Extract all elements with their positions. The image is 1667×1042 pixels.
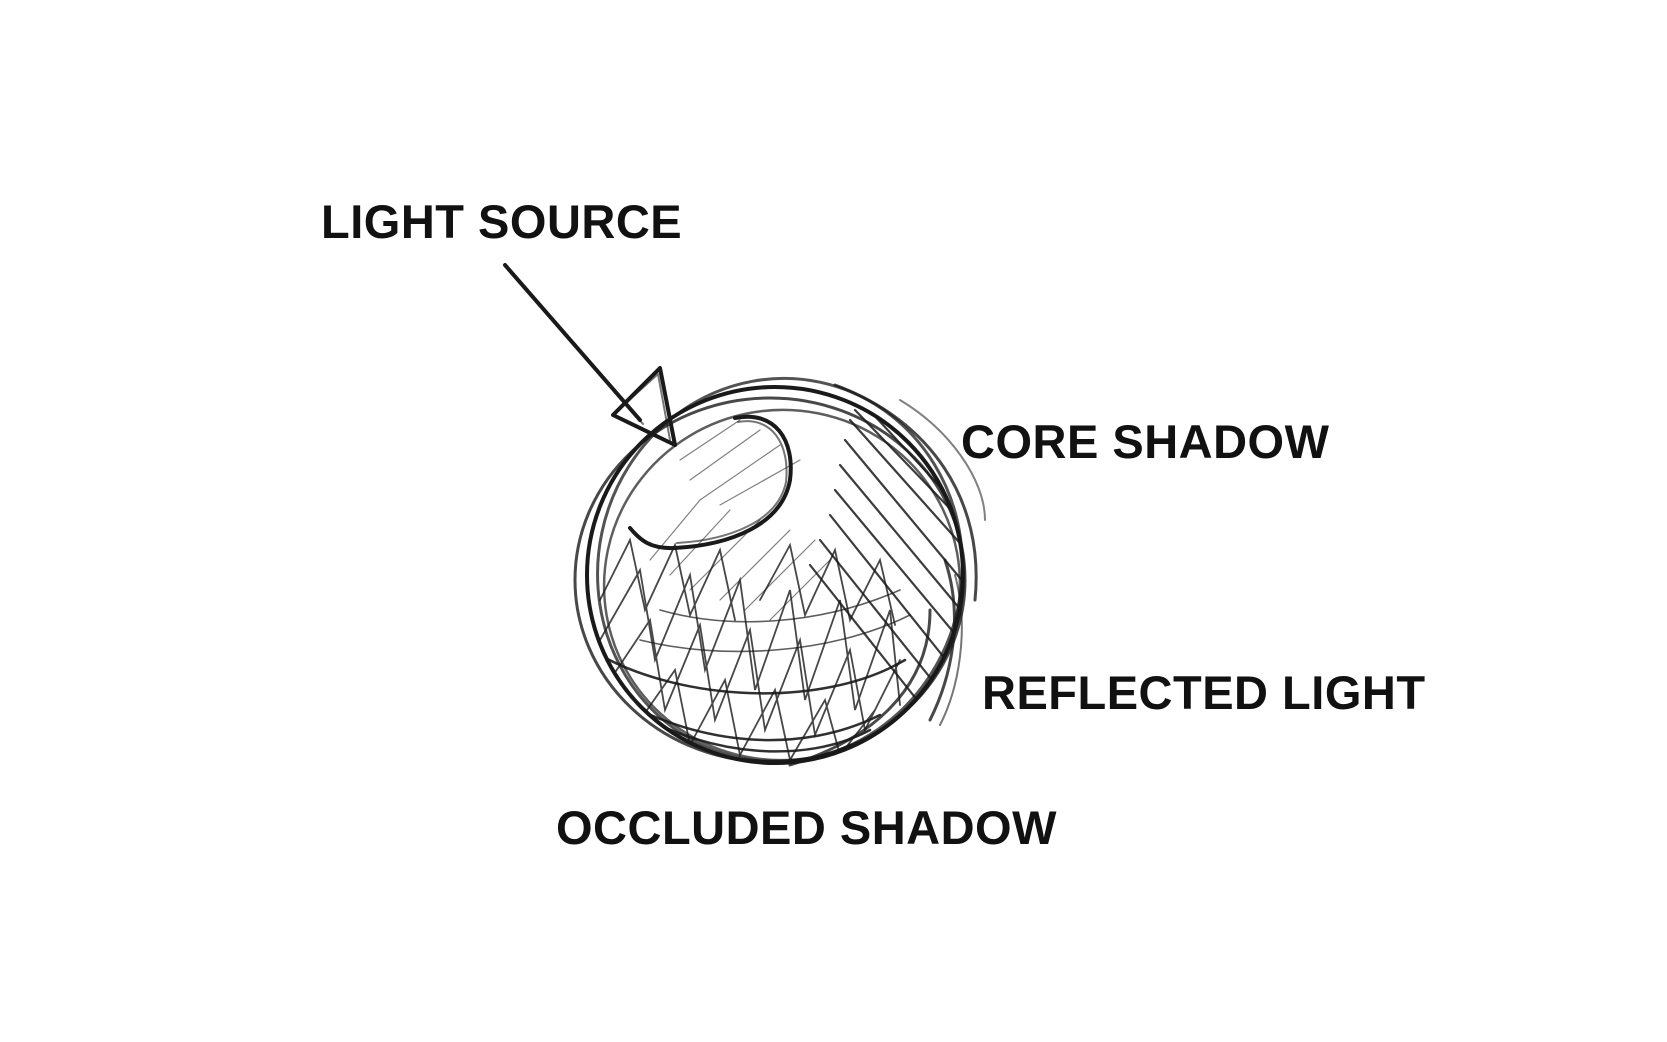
- sphere-outline: [573, 376, 978, 767]
- core-shadow-label: CORE SHADOW: [961, 415, 1330, 468]
- reflected-light-label: REFLECTED LIGHT: [982, 666, 1426, 719]
- light-source-label: LIGHT SOURCE: [321, 195, 683, 248]
- core-shadow-hatching: [598, 393, 963, 763]
- occluded-shadow-label: OCCLUDED SHADOW: [556, 801, 1057, 854]
- light-direction-arrow: [503, 263, 677, 447]
- reflected-light-strokes: [899, 399, 986, 726]
- highlight-area: [628, 414, 793, 551]
